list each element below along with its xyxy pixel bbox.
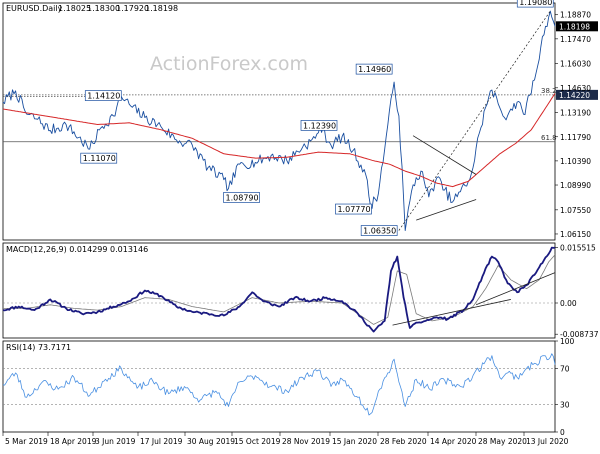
- x-tick-label: 28 Feb 2020: [380, 437, 427, 446]
- price-callout-box: [516, 0, 554, 8]
- price-callout-label: 1.12390: [303, 121, 336, 130]
- price-callout-label: 1.14120: [87, 92, 120, 101]
- price-pane: ActionForex.com 38.2 1.14220 61.8 1.18870 1.1…: [2, 0, 598, 241]
- y-tick-label: 1.16030: [560, 60, 591, 69]
- price-callout-box: [223, 192, 260, 203]
- y-tick-label: 1.17470: [560, 35, 591, 44]
- y-tick-label: 1.11790: [560, 133, 591, 142]
- ohlc-value: 1.17920: [116, 4, 149, 13]
- x-tick-label: 5 Mar 2019: [5, 437, 48, 446]
- x-tick-label: 28 Nov 2019: [282, 437, 330, 446]
- pane-frame: [2, 2, 556, 241]
- watermark-text: ActionForex.com: [150, 53, 308, 75]
- price-callout-label: 1.19080: [519, 0, 552, 7]
- price-callout-label: 1.11070: [83, 154, 116, 163]
- macd-trendline: [475, 272, 556, 306]
- rsi-pane-title: RSI(14) 73.7171: [6, 343, 71, 352]
- fib-price-tag: [556, 89, 598, 100]
- macd-pane: 0.015515 0.00 -0.008737 MACD(12,26,9) 0.014…: [2, 242, 599, 339]
- x-tick-label: 15 Oct 2019: [234, 437, 281, 446]
- pane-frame: [2, 340, 556, 433]
- x-tick-label: 3 Jun 2019: [95, 437, 136, 446]
- price-callout-box: [355, 63, 393, 75]
- y-tick-label: 70: [560, 364, 570, 373]
- y-tick-label: 1.14630: [560, 84, 591, 93]
- last-price-tag: [556, 21, 598, 32]
- fib-label: 61.8: [541, 134, 557, 142]
- x-tick-label: 14 Apr 2020: [430, 437, 477, 446]
- x-tick-label: 30 Aug 2019: [187, 437, 235, 446]
- ohlc-value: 1.18025: [58, 4, 91, 13]
- macd-line: [2, 246, 556, 333]
- x-tick-label: 13 Jul 2020: [526, 437, 569, 446]
- y-tick-label: 1.13190: [560, 109, 591, 118]
- moving-average-line: [2, 93, 556, 188]
- price-callout-box: [80, 152, 118, 164]
- rsi-line: [2, 353, 556, 416]
- x-tick-label: 15 Jan 2020: [332, 437, 377, 446]
- price-callout-box: [300, 120, 338, 131]
- y-tick-label: 0: [560, 428, 565, 437]
- y-tick-label: 0.00: [560, 299, 577, 308]
- price-pane-title: EURUSD.Daily: [6, 4, 63, 13]
- y-tick-label: 1.08990: [560, 181, 591, 190]
- price-line: [2, 10, 556, 231]
- fib-label: 38.2: [541, 87, 557, 95]
- price-callout-label: 1.06350: [363, 227, 396, 236]
- y-tick-label: 0.015515: [560, 244, 596, 253]
- rsi-pane: 100 70 30 0 RSI(14) 73.7171: [2, 337, 575, 437]
- ohlc-value: 1.18198: [145, 4, 178, 13]
- price-callout-box: [84, 90, 122, 101]
- x-tick-label: 17 Jul 2019: [140, 437, 183, 446]
- y-tick-label: 1.07550: [560, 206, 591, 215]
- price-callout-box: [360, 225, 398, 236]
- macd-pane-title: MACD(12,26,9) 0.014299 0.013146: [6, 245, 148, 254]
- price-callout-label: 1.08790: [226, 193, 259, 202]
- price-callout-box: [335, 203, 372, 215]
- pane-frame: [2, 242, 556, 339]
- price-callout-label: 1.14960: [358, 65, 391, 74]
- triangle-lower-line: [416, 199, 477, 221]
- y-tick-label: 1.18870: [560, 11, 591, 20]
- ohlc-value: 1.18300: [87, 4, 120, 13]
- retracement-line: [398, 10, 551, 231]
- last-price-text: 1.18198: [559, 22, 590, 31]
- y-tick-label: 30: [560, 401, 570, 410]
- triangle-upper-line: [412, 135, 477, 175]
- x-tick-label: 28 May 2020: [478, 437, 527, 446]
- macd-trendline: [392, 299, 511, 326]
- y-tick-label: 1.06150: [560, 230, 591, 239]
- y-tick-label: -0.008737: [560, 330, 599, 339]
- y-tick-label: 100: [560, 337, 575, 346]
- y-tick-label: 1.10390: [560, 157, 591, 166]
- price-callout-label: 1.07770: [337, 205, 370, 214]
- x-tick-label: 18 Apr 2019: [50, 437, 97, 446]
- fib-price-tag-text: 1.14220: [559, 91, 590, 100]
